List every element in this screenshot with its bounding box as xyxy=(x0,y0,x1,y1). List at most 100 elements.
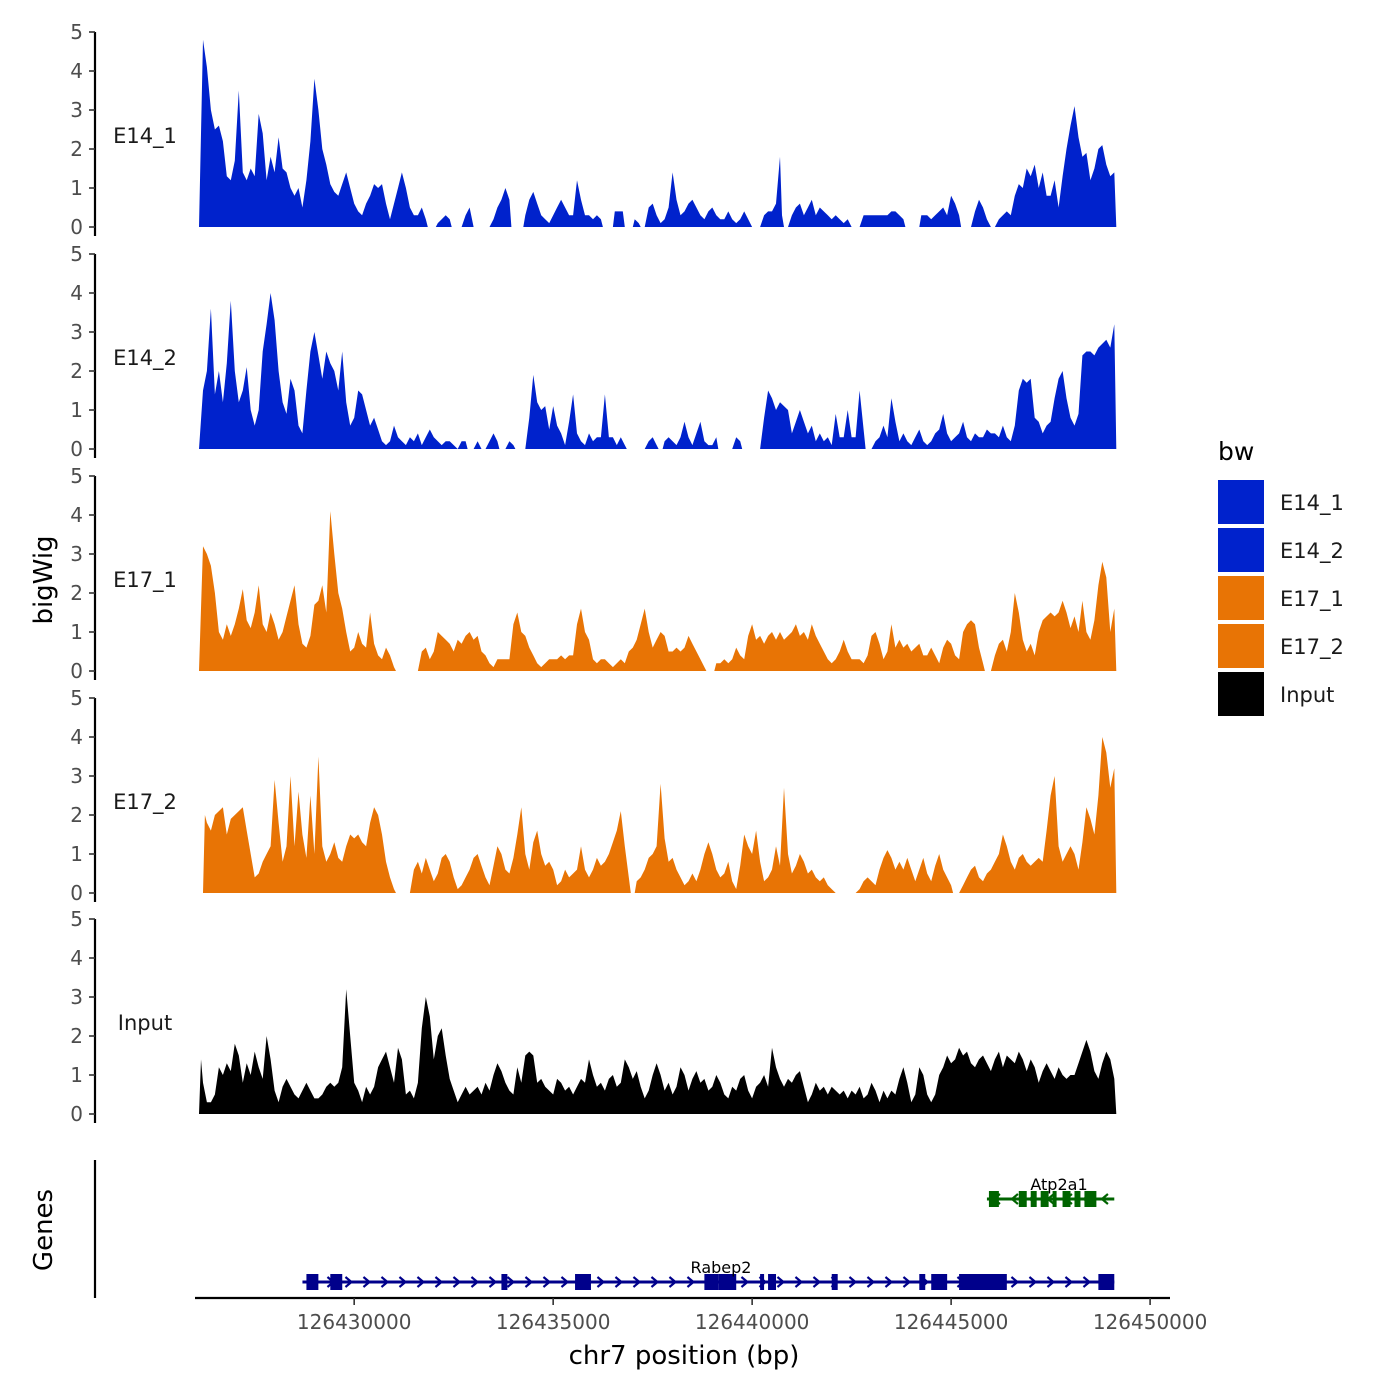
y-tick-label: 2 xyxy=(70,1024,83,1048)
strand-arrow xyxy=(884,1276,894,1288)
gene-label: Atp2a1 xyxy=(1030,1175,1087,1194)
y-tick-label: 1 xyxy=(70,842,83,866)
track-label: E14_2 xyxy=(113,346,177,371)
strand-arrow xyxy=(542,1276,552,1288)
y-tick-label: 5 xyxy=(70,686,83,710)
y-tick-label: 2 xyxy=(70,581,83,605)
strand-arrow xyxy=(344,1276,354,1288)
strand-arrow xyxy=(614,1276,624,1288)
y-tick-label: 4 xyxy=(70,725,83,749)
strand-arrow xyxy=(1100,1193,1109,1205)
strand-arrow xyxy=(794,1276,804,1288)
gene-label: Rabep2 xyxy=(691,1258,752,1277)
gene-exon xyxy=(1040,1191,1049,1207)
track-e17-2: 0 1 2 3 4 5 E17_2 xyxy=(70,686,1117,905)
y-tick-label: 4 xyxy=(70,946,83,970)
gene-exon xyxy=(1030,1191,1037,1207)
y-tick-label: 5 xyxy=(70,20,83,44)
y-tick-label: 3 xyxy=(70,320,83,344)
strand-arrow xyxy=(596,1276,606,1288)
gene-rabep2: Rabep2 xyxy=(302,1258,1115,1290)
legend-label: E17_2 xyxy=(1280,635,1344,660)
y-axis-title: bigWig xyxy=(29,535,59,624)
legend-swatch xyxy=(1218,480,1264,524)
gene-exon xyxy=(959,1274,1007,1290)
track-label: E17_1 xyxy=(113,568,177,593)
y-tick-label: 1 xyxy=(70,176,83,200)
gene-atp2a1: Atp2a1 xyxy=(986,1175,1115,1207)
gene-exon xyxy=(1062,1191,1071,1207)
strand-arrow xyxy=(488,1276,498,1288)
coverage-area xyxy=(199,511,1117,671)
strand-arrow xyxy=(668,1276,678,1288)
x-axis: 126430000 126435000 126440000 126445000 1264… xyxy=(195,1296,1208,1334)
gene-exon xyxy=(988,1191,999,1207)
gene-exon xyxy=(831,1274,838,1290)
gene-exon xyxy=(1052,1191,1057,1207)
y-tick-label: 1 xyxy=(70,398,83,422)
strand-arrow xyxy=(362,1276,372,1288)
strand-arrow xyxy=(650,1276,660,1288)
y-tick-label: 5 xyxy=(70,907,83,931)
strand-arrow xyxy=(416,1276,426,1288)
track-e14-1: 0 1 2 3 4 5 E14_1 xyxy=(70,20,1117,239)
y-tick-label: 4 xyxy=(70,281,83,305)
gene-exon xyxy=(306,1274,319,1290)
strand-arrow xyxy=(1046,1276,1056,1288)
y-tick-label: 3 xyxy=(70,764,83,788)
strand-arrow xyxy=(902,1276,912,1288)
gene-exon xyxy=(760,1274,765,1290)
gene-exon xyxy=(1074,1191,1081,1207)
gene-exon xyxy=(704,1274,719,1290)
y-tick-label: 0 xyxy=(70,881,83,905)
strand-arrow xyxy=(1028,1276,1038,1288)
strand-arrow xyxy=(866,1276,876,1288)
y-tick-label: 0 xyxy=(70,1102,83,1126)
strand-arrow xyxy=(848,1276,858,1288)
strand-arrow xyxy=(686,1276,696,1288)
y-tick-label: 3 xyxy=(70,542,83,566)
legend-label: E14_2 xyxy=(1280,539,1344,564)
strand-arrow xyxy=(1064,1276,1074,1288)
strand-arrow xyxy=(506,1276,516,1288)
coverage-area xyxy=(199,293,1117,449)
legend-swatch xyxy=(1218,624,1264,668)
track-label: Input xyxy=(118,1011,172,1035)
gene-exon xyxy=(330,1274,343,1290)
strand-arrow xyxy=(1082,1276,1092,1288)
gene-exon xyxy=(718,1274,737,1290)
coverage-area xyxy=(199,989,1117,1114)
genes-axis-title: Genes xyxy=(29,1189,59,1271)
y-tick-label: 2 xyxy=(70,803,83,827)
legend-title: bw xyxy=(1218,437,1254,466)
strand-arrow xyxy=(434,1276,444,1288)
gene-exon xyxy=(1018,1191,1027,1207)
y-tick-label: 0 xyxy=(70,215,83,239)
strand-arrow xyxy=(380,1276,390,1288)
strand-arrow xyxy=(452,1276,462,1288)
y-tick-label: 1 xyxy=(70,1063,83,1087)
coverage-area xyxy=(199,39,1117,227)
y-tick-label: 3 xyxy=(70,985,83,1009)
y-tick-label: 4 xyxy=(70,503,83,527)
strand-arrow xyxy=(740,1276,750,1288)
track-label: E14_1 xyxy=(113,124,177,149)
strand-arrow xyxy=(632,1276,642,1288)
y-tick-label: 0 xyxy=(70,437,83,461)
y-tick-label: 0 xyxy=(70,659,83,683)
gene-exon xyxy=(1098,1274,1115,1290)
x-tick-label: 126450000 xyxy=(1093,1310,1208,1334)
coverage-area xyxy=(203,737,1117,893)
strand-arrow xyxy=(812,1276,822,1288)
y-tick-label: 1 xyxy=(70,620,83,644)
y-tick-label: 2 xyxy=(70,137,83,161)
legend: bw E14_1 E14_2 E17_1 E17_2 Input xyxy=(1218,437,1344,716)
gene-exon xyxy=(1084,1191,1097,1207)
y-tick-label: 3 xyxy=(70,98,83,122)
tracks-layer: 0 1 2 3 4 5 E14_1 0 1 2 3 4 5 E14_2 0 1 2 3 4 5 E17_1 0 1 2 3 4 5 E… xyxy=(70,20,1117,1126)
legend-label: E14_1 xyxy=(1280,491,1344,516)
x-axis-title: chr7 position (bp) xyxy=(569,1341,800,1371)
gene-exon xyxy=(575,1274,591,1290)
legend-label: Input xyxy=(1280,683,1334,707)
